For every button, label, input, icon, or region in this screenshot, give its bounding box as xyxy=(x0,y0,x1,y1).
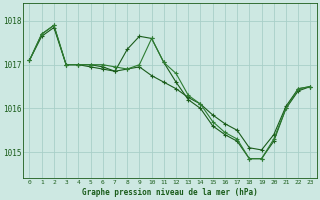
X-axis label: Graphe pression niveau de la mer (hPa): Graphe pression niveau de la mer (hPa) xyxy=(82,188,258,197)
